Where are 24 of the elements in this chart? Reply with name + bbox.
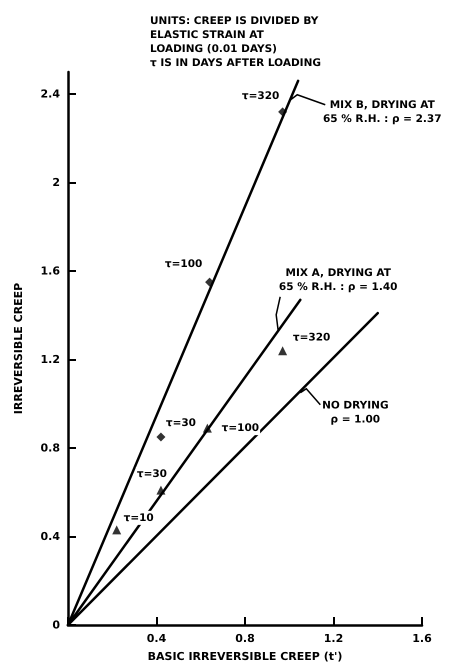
x-tick-label: 0.4 <box>146 632 167 645</box>
y-tick-label: 1.6 <box>40 264 60 278</box>
annotation: τ=30 <box>166 416 196 429</box>
annotation: τ=10 <box>124 512 154 524</box>
annotation: τ=320 <box>242 90 280 102</box>
annotation: MIX B, DRYING AT 65 % R.H. : ρ = 2.37 <box>322 98 442 125</box>
y-tick-label: 2 <box>52 176 60 190</box>
x-tick-label: 1.6 <box>412 632 432 645</box>
x-axis-title: BASIC IRREVERSIBLE CREEP (t') <box>148 650 342 663</box>
y-axis-title: IRREVERSIBLE CREEP <box>12 282 25 414</box>
y-tick-label: 0 <box>52 618 60 632</box>
annotation: τ=30 <box>136 468 167 480</box>
y-tick-label: 0.4 <box>40 530 60 544</box>
x-tick-label: 0.8 <box>235 632 255 645</box>
y-tick-label: 0.8 <box>40 442 60 455</box>
annotation: τ=100 <box>164 258 202 270</box>
annotation: τ=100 <box>222 422 260 434</box>
annotation: MIX A, DRYING AT 65 % R.H. : ρ = 1.40 <box>278 266 398 293</box>
x-tick-label: 1.2 <box>324 632 344 645</box>
text: UNITS: CREEP IS DIVIDED BY ELASTIC STRAIN AT LOADING (0.01 DAYS) τ IS IN DAYS AFTER LOADING <box>150 15 321 69</box>
annotation: NO DRYING ρ = 1.00 <box>322 400 389 426</box>
y-tick-label: 2.4 <box>40 88 60 101</box>
annotation: τ=320 <box>292 332 330 344</box>
y-tick-label: 1.2 <box>40 353 60 366</box>
